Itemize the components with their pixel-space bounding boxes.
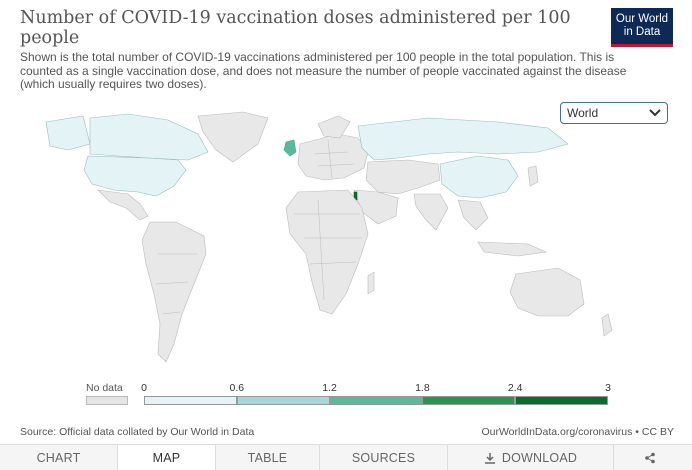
map-country-new-zealand[interactable] [601,313,613,337]
world-map[interactable] [28,104,668,379]
legend-bin[interactable] [422,396,516,405]
map-country-madagascar[interactable] [367,271,375,295]
map-country-south-america[interactable] [141,221,207,363]
legend-tick-label: 0.6 [229,382,245,394]
credit-link[interactable]: OurWorldInData.org/coronavirus • CC BY [481,426,674,438]
legend-bin[interactable] [144,396,237,405]
tab-table[interactable]: TABLE [216,445,320,470]
legend-tick-label: 0 [141,382,147,394]
map-country-usa[interactable] [83,155,187,197]
tab-chart[interactable]: CHART [0,445,118,470]
map-country-canada[interactable] [89,113,209,161]
map-country-india[interactable] [413,193,449,231]
download-icon [484,452,495,464]
map-country-uk[interactable] [283,139,297,157]
chart-subtitle: Shown is the total number of COVID-19 va… [20,50,627,91]
logo-line-2: in Data [623,26,661,38]
chevron-down-icon [649,109,661,117]
map-country-central-asia[interactable] [365,159,441,195]
legend-no-data-swatch [86,396,128,405]
map-country-scandinavia[interactable] [317,115,351,139]
source-note[interactable]: Source: Official data collated by Our Wo… [20,426,255,438]
map-country-indonesia[interactable] [477,241,548,257]
map-country-europe[interactable] [297,133,369,181]
footer: Source: Official data collated by Our Wo… [20,426,674,438]
legend-tick-label: 1.2 [322,382,337,394]
map-country-africa[interactable] [285,189,369,315]
legend-bin[interactable] [236,396,330,405]
legend-tick-label: 3 [605,382,611,394]
chart-title: Number of COVID-19 vaccination doses adm… [20,8,571,48]
map-country-china[interactable] [439,155,519,199]
map-country-southeast-asia[interactable] [457,199,489,231]
logo-line-1: Our World [615,13,669,25]
map-country-australia[interactable] [509,267,585,317]
tab-download[interactable]: DOWNLOAD [448,445,614,470]
legend-no-data-label: No data [86,382,123,394]
map-country-russia[interactable] [357,117,569,161]
legend-tick-label: 2.4 [507,382,523,394]
map-legend: No data 0 0.6 1.2 1.8 2.4 3 [0,378,692,408]
region-selector[interactable]: World [560,102,668,124]
legend-tick-label: 1.8 [415,382,430,394]
chart-header: Number of COVID-19 vaccination doses adm… [20,8,626,92]
map-country-mexico[interactable] [97,189,149,221]
map-country-alaska[interactable] [45,115,91,151]
tab-map[interactable]: MAP [118,445,216,470]
map-country-japan[interactable] [527,165,539,187]
map-country-greenland[interactable] [197,111,269,163]
legend-bin[interactable] [515,396,608,405]
legend-bin[interactable] [329,396,423,405]
share-icon [645,452,655,463]
tab-bar: CHART MAP TABLE SOURCES DOWNLOAD [0,444,692,470]
region-selector-value: World [567,106,599,120]
owid-logo[interactable]: Our World in Data [611,8,673,47]
tab-sources[interactable]: SOURCES [320,445,448,470]
share-button[interactable] [614,445,692,470]
